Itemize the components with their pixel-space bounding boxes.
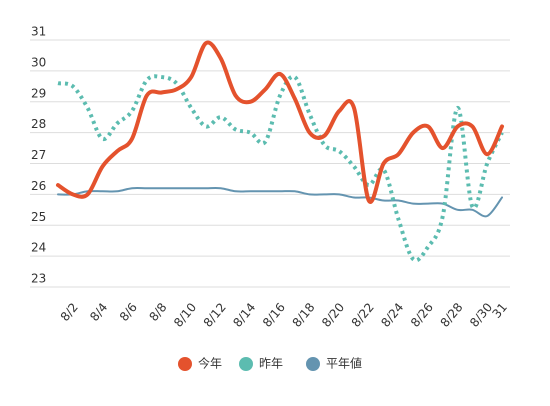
x-tick-label: 8/8 (146, 300, 169, 324)
y-tick-label: 23 (31, 272, 46, 286)
x-tick-label: 8/6 (117, 300, 140, 324)
legend-marker (178, 357, 192, 371)
x-tick-label: 8/2 (58, 300, 81, 324)
x-tick-label: 8/28 (438, 300, 466, 330)
legend-label: 平年値 (326, 356, 362, 371)
x-tick-label: 8/16 (260, 300, 288, 330)
y-tick-label: 25 (31, 210, 46, 224)
x-tick-label: 8/4 (87, 300, 110, 324)
y-tick-label: 28 (31, 117, 46, 131)
legend-label: 昨年 (259, 357, 283, 371)
legend-marker (306, 357, 320, 371)
y-tick-label: 24 (31, 241, 46, 255)
line-series (56, 40, 504, 204)
x-tick-label: 8/20 (319, 300, 347, 330)
x-tick-label: 8/12 (201, 300, 229, 330)
x-tick-label: 8/30 (467, 300, 495, 330)
x-tick-label: 8/26 (408, 300, 436, 330)
x-tick-label: 8/24 (378, 300, 406, 330)
y-tick-label: 29 (31, 86, 46, 100)
line-series (57, 74, 504, 263)
x-tick-label: 8/10 (171, 300, 199, 330)
legend-marker (239, 357, 253, 371)
legend-label: 今年 (198, 356, 222, 371)
line-series (57, 186, 503, 218)
y-tick-label: 31 (31, 25, 46, 39)
x-tick-label: 8/14 (230, 300, 258, 330)
x-tick-label: 8/18 (290, 300, 318, 330)
x-tick-label: 31 (489, 300, 510, 321)
x-tick-label: 8/22 (349, 300, 377, 330)
y-tick-label: 26 (31, 179, 46, 193)
y-tick-label: 30 (31, 55, 46, 69)
y-tick-label: 27 (31, 148, 46, 162)
